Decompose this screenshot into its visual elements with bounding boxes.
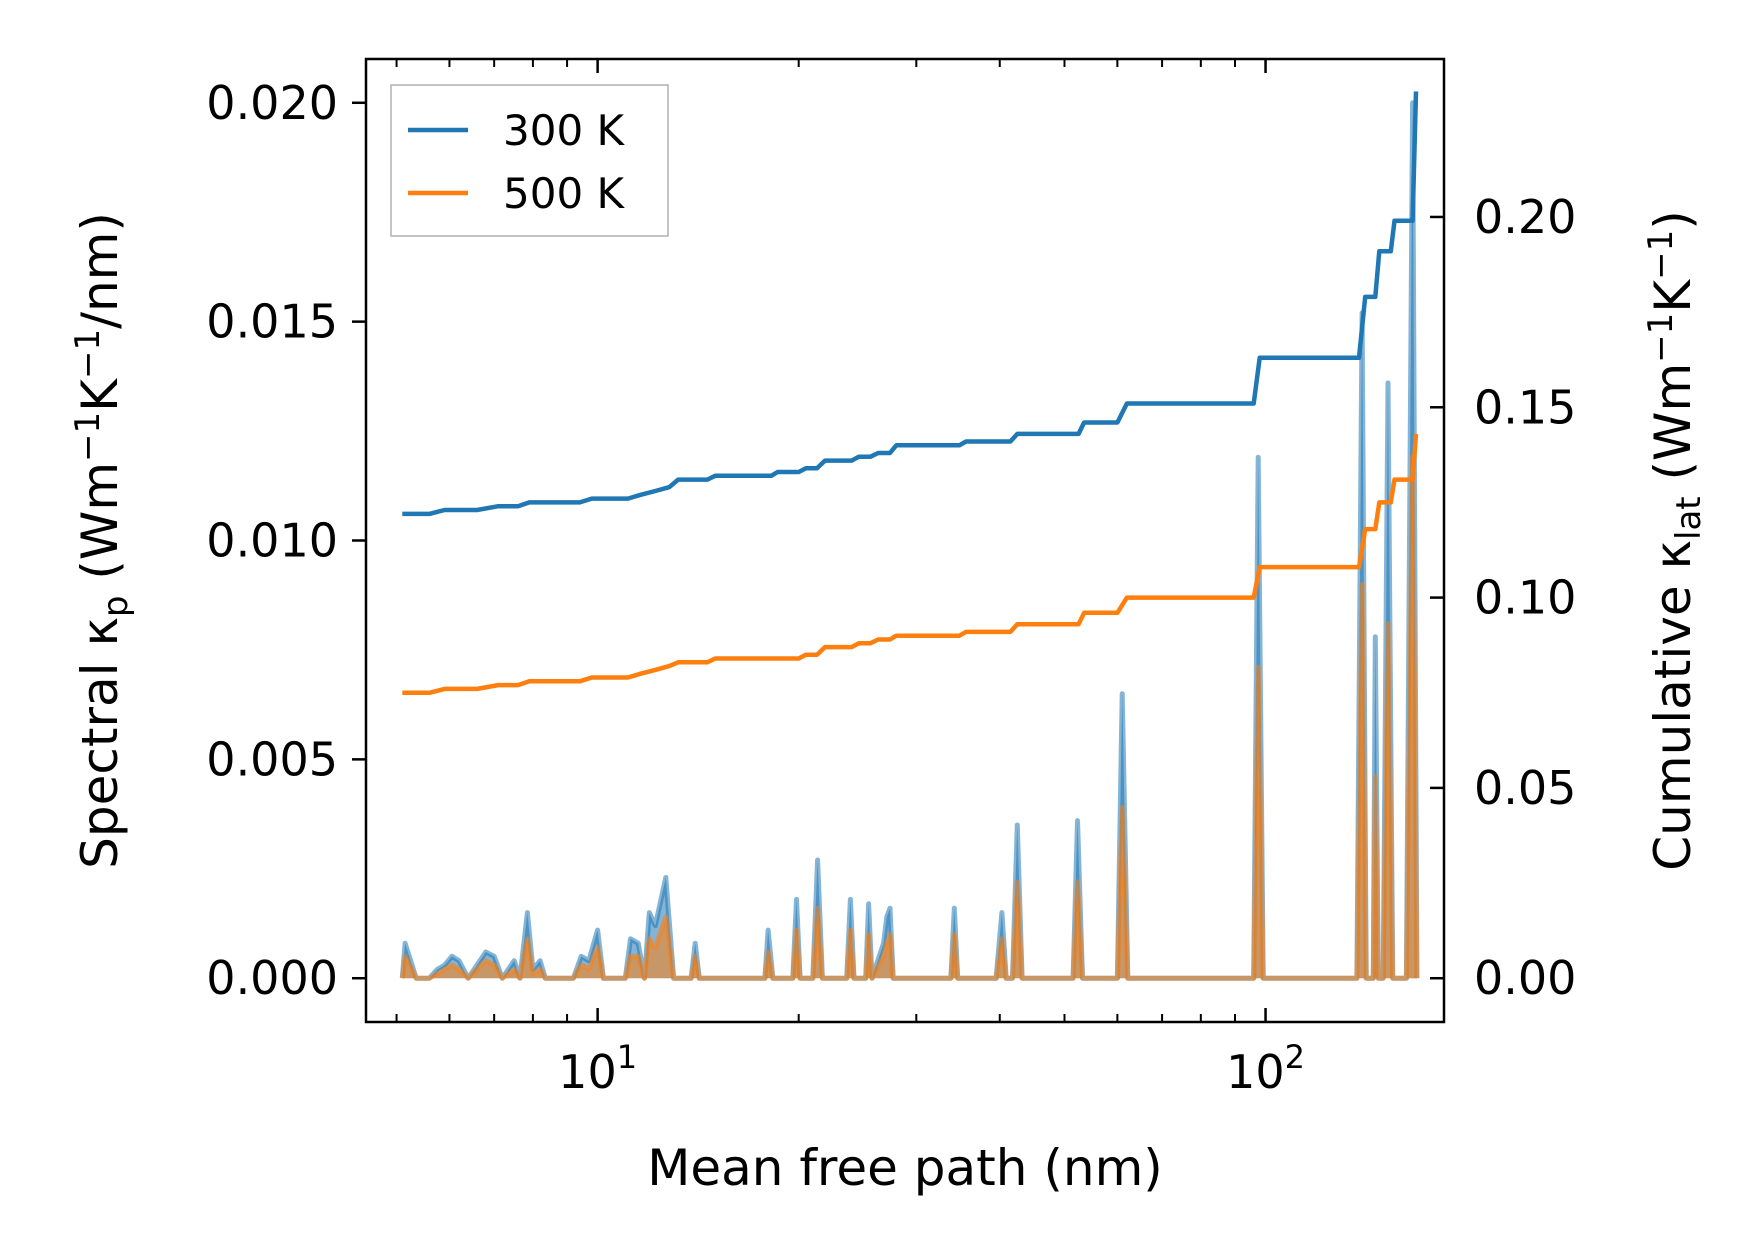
right-y-axis-title: Cumulative κlat (Wm−1K−1)	[1641, 210, 1709, 870]
left-y-tick-label: 0.005	[206, 732, 338, 786]
x-tick-label: 102	[1226, 1038, 1305, 1099]
right-y-tick-label: 0.10	[1474, 571, 1576, 625]
x-axis-title: Mean free path (nm)	[647, 1139, 1163, 1197]
right-y-tick-label: 0.15	[1474, 380, 1576, 434]
cumulative-line-300k	[402, 91, 1419, 517]
left-y-tick-label: 0.000	[206, 951, 338, 1005]
cumulative-line-500k	[402, 433, 1419, 696]
right-y-tick-label: 0.20	[1474, 190, 1576, 244]
legend-label-300k: 300 K	[503, 106, 626, 155]
legend-label-500k: 500 K	[503, 169, 626, 218]
x-axis-ticks: 101 102	[395, 59, 1305, 1099]
left-y-tick-label: 0.010	[206, 514, 338, 568]
spectral-line-500k	[399, 454, 1420, 981]
spectral-layer	[399, 100, 1420, 981]
left-y-axis-title: Spectral κp (Wm−1K−1/nm)	[68, 212, 136, 869]
left-y-axis-ticks: 0.000 0.005 0.010 0.015 0.020	[206, 76, 366, 1005]
legend-box	[390, 84, 669, 237]
left-y-tick-label: 0.020	[206, 76, 338, 130]
legend: 300 K 500 K	[390, 84, 669, 237]
left-y-tick-label: 0.015	[206, 295, 338, 349]
right-y-axis-ticks: 0.00 0.05 0.10 0.15 0.20	[1430, 190, 1576, 1005]
right-y-tick-label: 0.00	[1474, 951, 1576, 1005]
right-y-tick-label: 0.05	[1474, 761, 1576, 815]
cumulative-layer	[402, 91, 1419, 696]
x-tick-label: 101	[558, 1038, 637, 1099]
